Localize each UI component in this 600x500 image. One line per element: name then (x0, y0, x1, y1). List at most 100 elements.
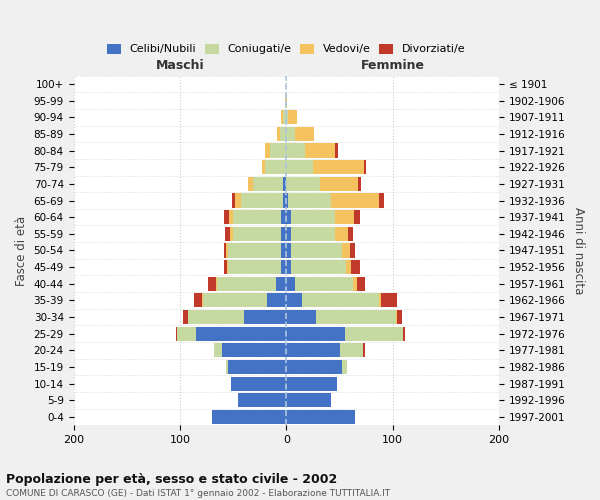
Bar (224, 260, 227, 274)
Bar (188, 310, 244, 324)
Bar (397, 310, 402, 324)
Bar (275, 276, 286, 291)
Bar (235, 194, 241, 207)
Bar (281, 260, 286, 274)
Bar (348, 226, 353, 241)
Bar (285, 94, 286, 108)
Y-axis label: Fasce di età: Fasce di età (15, 216, 28, 286)
Text: Maschi: Maschi (155, 60, 204, 72)
Bar (286, 94, 287, 108)
Text: COMUNE DI CARASCO (GE) - Dati ISTAT 1° gennaio 2002 - Elaborazione TUTTITALIA.IT: COMUNE DI CARASCO (GE) - Dati ISTAT 1° g… (6, 489, 390, 498)
Bar (345, 326, 403, 341)
Bar (316, 310, 396, 324)
Bar (265, 160, 286, 174)
Bar (335, 210, 355, 224)
Text: Popolazione per età, sesso e stato civile - 2002: Popolazione per età, sesso e stato civil… (6, 472, 337, 486)
Bar (289, 194, 331, 207)
Bar (286, 326, 345, 341)
Bar (232, 194, 235, 207)
Bar (396, 310, 397, 324)
Bar (353, 276, 356, 291)
Bar (248, 177, 253, 191)
Bar (281, 110, 283, 124)
Bar (286, 194, 289, 207)
Bar (341, 244, 350, 258)
Bar (283, 194, 286, 207)
Bar (286, 210, 290, 224)
Bar (286, 110, 289, 124)
Bar (290, 226, 335, 241)
Bar (379, 294, 381, 308)
Bar (212, 410, 286, 424)
Bar (351, 260, 360, 274)
Bar (340, 344, 363, 357)
Bar (286, 276, 295, 291)
Bar (203, 294, 267, 308)
Bar (238, 393, 286, 407)
Bar (379, 194, 384, 207)
Bar (320, 177, 358, 191)
Bar (286, 177, 320, 191)
Bar (286, 376, 337, 390)
Legend: Celibi/Nubili, Coniugati/e, Vedovi/e, Divorziati/e: Celibi/Nubili, Coniugati/e, Vedovi/e, Di… (103, 39, 470, 59)
Bar (227, 260, 228, 274)
Bar (286, 144, 305, 158)
Bar (341, 360, 347, 374)
Bar (295, 127, 314, 141)
Bar (364, 160, 366, 174)
Bar (177, 326, 196, 341)
Bar (233, 226, 281, 241)
Bar (228, 244, 281, 258)
Bar (286, 410, 355, 424)
Bar (233, 210, 281, 224)
Bar (346, 260, 351, 274)
Bar (244, 310, 286, 324)
Bar (224, 226, 230, 241)
Bar (194, 294, 202, 308)
Bar (286, 244, 290, 258)
Bar (183, 310, 188, 324)
Bar (286, 226, 290, 241)
Bar (176, 326, 177, 341)
Bar (231, 376, 286, 390)
Bar (286, 360, 341, 374)
Bar (265, 144, 271, 158)
Bar (283, 110, 286, 124)
Bar (286, 260, 290, 274)
Bar (223, 344, 286, 357)
Bar (335, 226, 348, 241)
Bar (277, 127, 280, 141)
Bar (403, 326, 406, 341)
Bar (381, 294, 397, 308)
Bar (302, 294, 379, 308)
Bar (290, 260, 346, 274)
Bar (241, 194, 283, 207)
Bar (230, 226, 233, 241)
Bar (281, 210, 286, 224)
Bar (363, 344, 365, 357)
Bar (313, 160, 364, 174)
Bar (350, 244, 355, 258)
Bar (286, 310, 316, 324)
Bar (331, 194, 379, 207)
Bar (202, 294, 203, 308)
Bar (281, 226, 286, 241)
Bar (267, 294, 286, 308)
Bar (226, 360, 228, 374)
Bar (253, 177, 283, 191)
Bar (283, 177, 286, 191)
Bar (224, 244, 226, 258)
Bar (228, 260, 281, 274)
Bar (290, 210, 335, 224)
Y-axis label: Anni di nascita: Anni di nascita (572, 207, 585, 294)
Bar (286, 160, 313, 174)
Bar (356, 276, 365, 291)
Bar (217, 276, 275, 291)
Bar (208, 276, 216, 291)
Bar (355, 210, 360, 224)
Text: Femmine: Femmine (361, 60, 425, 72)
Bar (286, 127, 295, 141)
Bar (216, 276, 217, 291)
Bar (281, 244, 286, 258)
Bar (271, 144, 286, 158)
